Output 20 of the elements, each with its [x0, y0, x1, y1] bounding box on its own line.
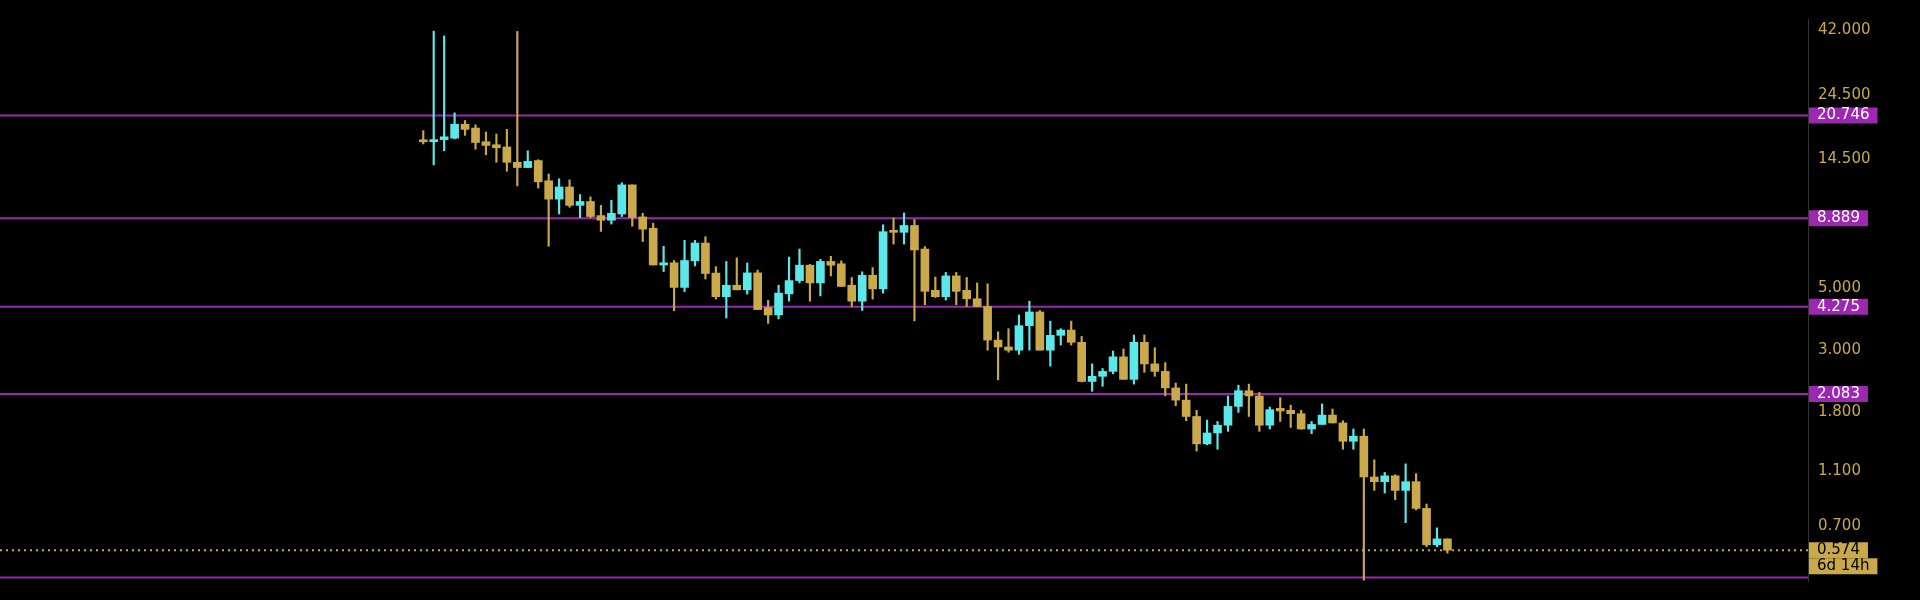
ref-line-label: 0.574 [1817, 540, 1860, 559]
y-tick-label: 42.000 [1818, 19, 1871, 38]
ref-line-label: 20.746 [1817, 105, 1870, 124]
y-tick-label: 0.700 [1818, 516, 1861, 534]
ref-line-label: 2.083 [1817, 383, 1860, 402]
ref-line-label: 8.889 [1817, 208, 1860, 227]
candlestick [1213, 421, 1222, 450]
y-tick-label: 14.500 [1818, 148, 1871, 167]
ref-line-label: 4.275 [1817, 296, 1860, 315]
candlestick [1098, 368, 1107, 387]
y-tick-label: 1.800 [1818, 401, 1861, 420]
candlestick [429, 30, 439, 166]
candlestick [910, 219, 919, 322]
candlestick [1004, 328, 1013, 353]
y-tick-label: 5.000 [1818, 277, 1861, 296]
y-tick-label: 1.100 [1818, 461, 1861, 480]
y-tick-label: 3.000 [1818, 339, 1861, 358]
y-tick-label: 24.500 [1818, 85, 1871, 104]
text: 6d 14h [1817, 556, 1870, 575]
candlestick [889, 217, 898, 245]
